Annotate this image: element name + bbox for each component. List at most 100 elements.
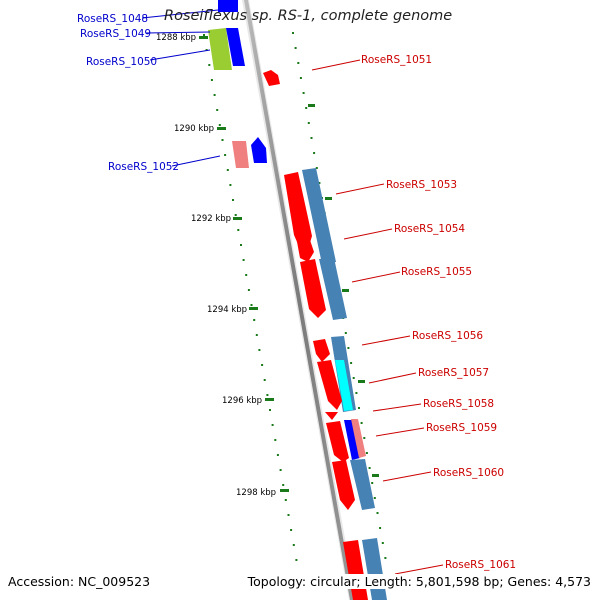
scale-label-1296: 1296 kbp	[222, 396, 262, 406]
right-dot	[294, 47, 297, 49]
scale-tick	[199, 36, 208, 39]
gene-label-1058[interactable]: RoseRS_1058	[423, 398, 494, 410]
gene-1055-red	[300, 259, 326, 318]
scale-tick	[233, 217, 242, 220]
right-tick	[342, 289, 349, 292]
scale-dot	[208, 64, 211, 66]
gene-1060-red	[332, 460, 355, 510]
scale-dot	[213, 94, 216, 96]
gene-label-1059[interactable]: RoseRS_1059	[426, 422, 497, 434]
scale-dot	[287, 514, 290, 516]
gene-label-1049[interactable]: RoseRS_1049	[80, 28, 151, 40]
scale-dot	[234, 214, 237, 216]
scale-dot	[226, 169, 229, 171]
right-dot	[373, 497, 376, 499]
scale-dot	[250, 304, 253, 306]
scale-dot	[258, 349, 261, 351]
scale-dot	[284, 499, 287, 501]
right-dot	[381, 542, 384, 544]
right-dot	[384, 557, 387, 559]
scale-tick	[217, 127, 226, 130]
scale-dot	[271, 424, 274, 426]
scale-tick	[265, 398, 274, 401]
right-dot	[347, 347, 350, 349]
right-tick	[358, 380, 365, 383]
right-dot	[355, 392, 358, 394]
scale-dots	[203, 34, 298, 561]
gene-label-1051[interactable]: RoseRS_1051	[361, 54, 432, 66]
scale-dot	[221, 139, 224, 141]
topology-text: Topology: circular; Length: 5,801,598 bp…	[245, 574, 591, 589]
right-dot	[358, 407, 360, 409]
scale-label-1298: 1298 kbp	[236, 488, 276, 498]
leader-1051	[311, 59, 361, 71]
right-tick	[325, 197, 332, 200]
scale-dot	[282, 484, 285, 486]
right-dot	[376, 512, 379, 514]
right-dot	[297, 62, 300, 64]
right-dot	[318, 182, 321, 184]
gene-1048-block	[218, 0, 238, 12]
gene-label-1050[interactable]: RoseRS_1050	[86, 56, 157, 68]
left-genes	[208, 0, 267, 168]
scale-label-1292: 1292 kbp	[191, 214, 231, 224]
genome-backbone	[242, 0, 356, 600]
leader-1052	[171, 155, 221, 167]
scale-dot	[292, 544, 295, 546]
scale-dot	[224, 154, 227, 156]
scale-dot	[290, 529, 293, 531]
leader-1055	[351, 271, 401, 283]
scale-dot	[253, 319, 256, 321]
gene-1057-red	[317, 360, 342, 410]
leader-1058	[372, 403, 422, 412]
right-dot	[368, 467, 371, 469]
scale-label-1294: 1294 kbp	[207, 305, 247, 315]
scale-dot	[203, 34, 205, 36]
scale-label-1290: 1290 kbp	[174, 124, 214, 134]
leader-1056	[361, 335, 411, 346]
gene-1058-red	[325, 412, 338, 420]
gene-label-1061[interactable]: RoseRS_1061	[445, 559, 516, 571]
gene-1053-steel	[302, 168, 336, 264]
scale-dot	[261, 364, 264, 366]
gene-label-1048[interactable]: RoseRS_1048	[77, 13, 148, 25]
gene-1059-pink	[351, 419, 366, 458]
scale-dot	[245, 274, 248, 276]
scale-dot	[295, 559, 298, 561]
leader-1053	[335, 183, 385, 195]
leader-1048	[141, 9, 219, 19]
gene-label-1055[interactable]: RoseRS_1055	[401, 266, 472, 278]
scale-dot	[247, 289, 250, 291]
right-dot	[344, 332, 347, 334]
gene-label-1053[interactable]: RoseRS_1053	[386, 179, 457, 191]
right-dot	[350, 362, 353, 364]
right-dot	[299, 77, 302, 79]
right-genes	[263, 70, 387, 600]
gene-1059-red	[326, 421, 349, 462]
gene-label-1052[interactable]: RoseRS_1052	[108, 161, 179, 173]
gene-label-1054[interactable]: RoseRS_1054	[394, 223, 465, 235]
gene-1059-blue	[344, 420, 360, 460]
gene-1056-red	[313, 339, 330, 362]
gene-label-1056[interactable]: RoseRS_1056	[412, 330, 483, 342]
right-dot	[305, 107, 308, 109]
gene-1055-steel	[319, 258, 347, 320]
right-tick	[372, 474, 379, 477]
gene-1051-shape	[263, 70, 280, 86]
gene-label-1057[interactable]: RoseRS_1057	[418, 367, 489, 379]
scale-dot	[242, 259, 245, 261]
scale-dot	[218, 124, 221, 126]
right-dot	[310, 137, 313, 139]
right-ticks	[308, 104, 379, 477]
right-dot	[302, 92, 305, 94]
right-dot	[313, 152, 316, 154]
scale-dot	[276, 454, 279, 456]
scale-dot	[255, 334, 258, 336]
right-tick	[308, 104, 315, 107]
scale-dot	[205, 49, 208, 51]
right-dot	[365, 452, 368, 454]
gene-label-1060[interactable]: RoseRS_1060	[433, 467, 504, 479]
gene-1049-shape	[226, 28, 245, 66]
scale-dot	[269, 409, 271, 411]
